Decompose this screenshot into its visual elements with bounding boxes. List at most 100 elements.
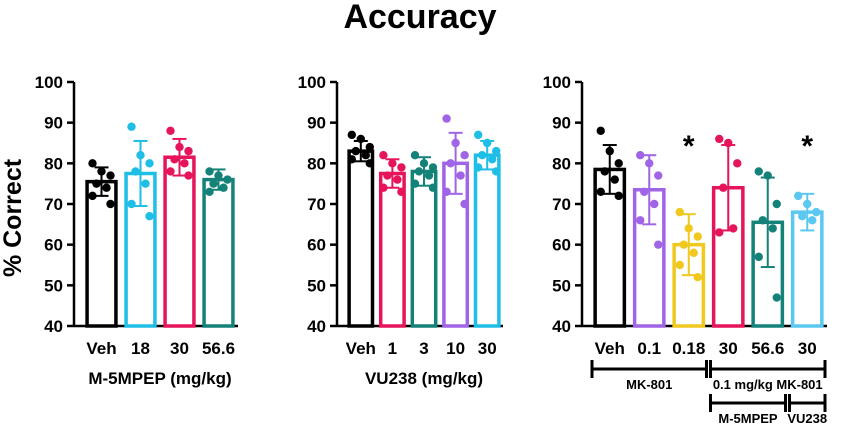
data-point [397, 163, 406, 172]
group-label: 0.1 mg/kg MK-801 [713, 377, 823, 392]
data-point [219, 183, 228, 192]
data-point [379, 183, 388, 192]
y-axis-label: % Correct [0, 158, 27, 277]
y-tick-label: 70 [307, 195, 326, 214]
y-tick-label: 80 [44, 154, 63, 173]
data-point [689, 248, 698, 257]
x-tick-label: Veh [346, 339, 376, 358]
data-point [88, 191, 97, 201]
data-point [679, 240, 688, 249]
data-point [483, 138, 492, 148]
x-axis-label: VU238 (mg/kg) [365, 369, 483, 388]
chart-panel-2: 40 50 60 70 80 90 100 Veh 1 3 10 30 VU238 (mg/kg) [298, 73, 503, 388]
data-point [102, 183, 111, 192]
data-point [379, 151, 388, 160]
data-point [614, 191, 623, 201]
data-point [772, 199, 781, 209]
data-point [214, 171, 223, 180]
data-point [446, 159, 455, 168]
data-point [410, 179, 420, 188]
data-point [106, 199, 115, 209]
data-point [388, 159, 397, 168]
data-point [127, 199, 136, 209]
data-point [636, 151, 645, 160]
y-tick-label: 60 [307, 236, 326, 255]
data-point [428, 163, 438, 172]
x-tick-label: 18 [131, 339, 150, 358]
x-tick-label: 56.6 [202, 339, 235, 358]
data-point [715, 134, 724, 144]
bar-1 [378, 171, 406, 328]
significance-marker: * [801, 130, 813, 163]
x-tick-label: Veh [595, 339, 625, 358]
data-point [768, 224, 777, 233]
y-tick-label: 40 [307, 317, 326, 336]
x-tick-label: 0.1 [637, 339, 661, 358]
data-point [170, 155, 179, 164]
bar-veh [347, 149, 375, 328]
data-point [650, 199, 659, 209]
group-label: VU238 [787, 411, 827, 426]
y-tick-label: 60 [552, 236, 571, 255]
data-point [763, 171, 772, 180]
data-point [719, 183, 728, 192]
x-tick-label: 30 [170, 339, 189, 358]
y-tick-label: 60 [44, 236, 63, 255]
data-point [596, 187, 605, 196]
bar-56-6 [202, 177, 235, 328]
group-label: M-5MPEP [718, 411, 778, 426]
data-point [428, 183, 438, 192]
bar-veh [593, 167, 627, 328]
data-point [97, 167, 106, 176]
x-tick-label: 56.6 [751, 339, 784, 358]
y-tick-label: 40 [44, 317, 63, 336]
data-point [460, 151, 469, 160]
data-point [175, 142, 184, 152]
data-point [356, 134, 365, 144]
data-point [442, 187, 451, 196]
x-tick-label: 30 [798, 339, 817, 358]
data-point [365, 142, 374, 152]
data-point [166, 167, 175, 176]
x-tick-label: 1 [388, 339, 397, 358]
data-point [383, 171, 392, 180]
data-point [442, 114, 451, 123]
data-point [798, 212, 807, 221]
x-tick-label: 30 [719, 339, 738, 358]
significance-marker: * [683, 130, 695, 163]
data-point [808, 216, 817, 225]
data-point [803, 199, 812, 209]
data-point [675, 260, 684, 270]
data-point [106, 171, 115, 180]
data-point [636, 216, 645, 225]
data-point [693, 273, 702, 282]
x-tick-label: Veh [86, 339, 116, 358]
data-point [492, 146, 501, 156]
data-point [361, 151, 370, 160]
y-tick-label: 70 [44, 195, 63, 214]
data-point [754, 252, 763, 262]
data-point [184, 146, 193, 156]
data-point [693, 232, 702, 241]
data-point [474, 163, 483, 172]
data-point [715, 228, 724, 237]
y-tick-label: 80 [307, 154, 326, 173]
y-tick-label: 50 [44, 276, 63, 295]
y-tick-label: 100 [543, 73, 571, 92]
data-point [724, 138, 733, 148]
data-point [92, 179, 101, 188]
data-point [758, 216, 767, 225]
data-point [166, 126, 175, 135]
data-point [145, 212, 154, 221]
figure-title: Accuracy [343, 0, 496, 36]
data-point [131, 167, 140, 176]
x-tick-label: 3 [419, 339, 428, 358]
y-tick-label: 80 [552, 154, 571, 173]
data-point [605, 146, 614, 156]
chart-panel-1: 40 50 60 70 80 90 100 Veh 18 30 56.6 M-5MPEP (mg/kg… [35, 73, 238, 388]
data-point [488, 155, 497, 164]
data-point [351, 146, 360, 156]
data-point [145, 159, 154, 168]
data-point [596, 126, 605, 135]
